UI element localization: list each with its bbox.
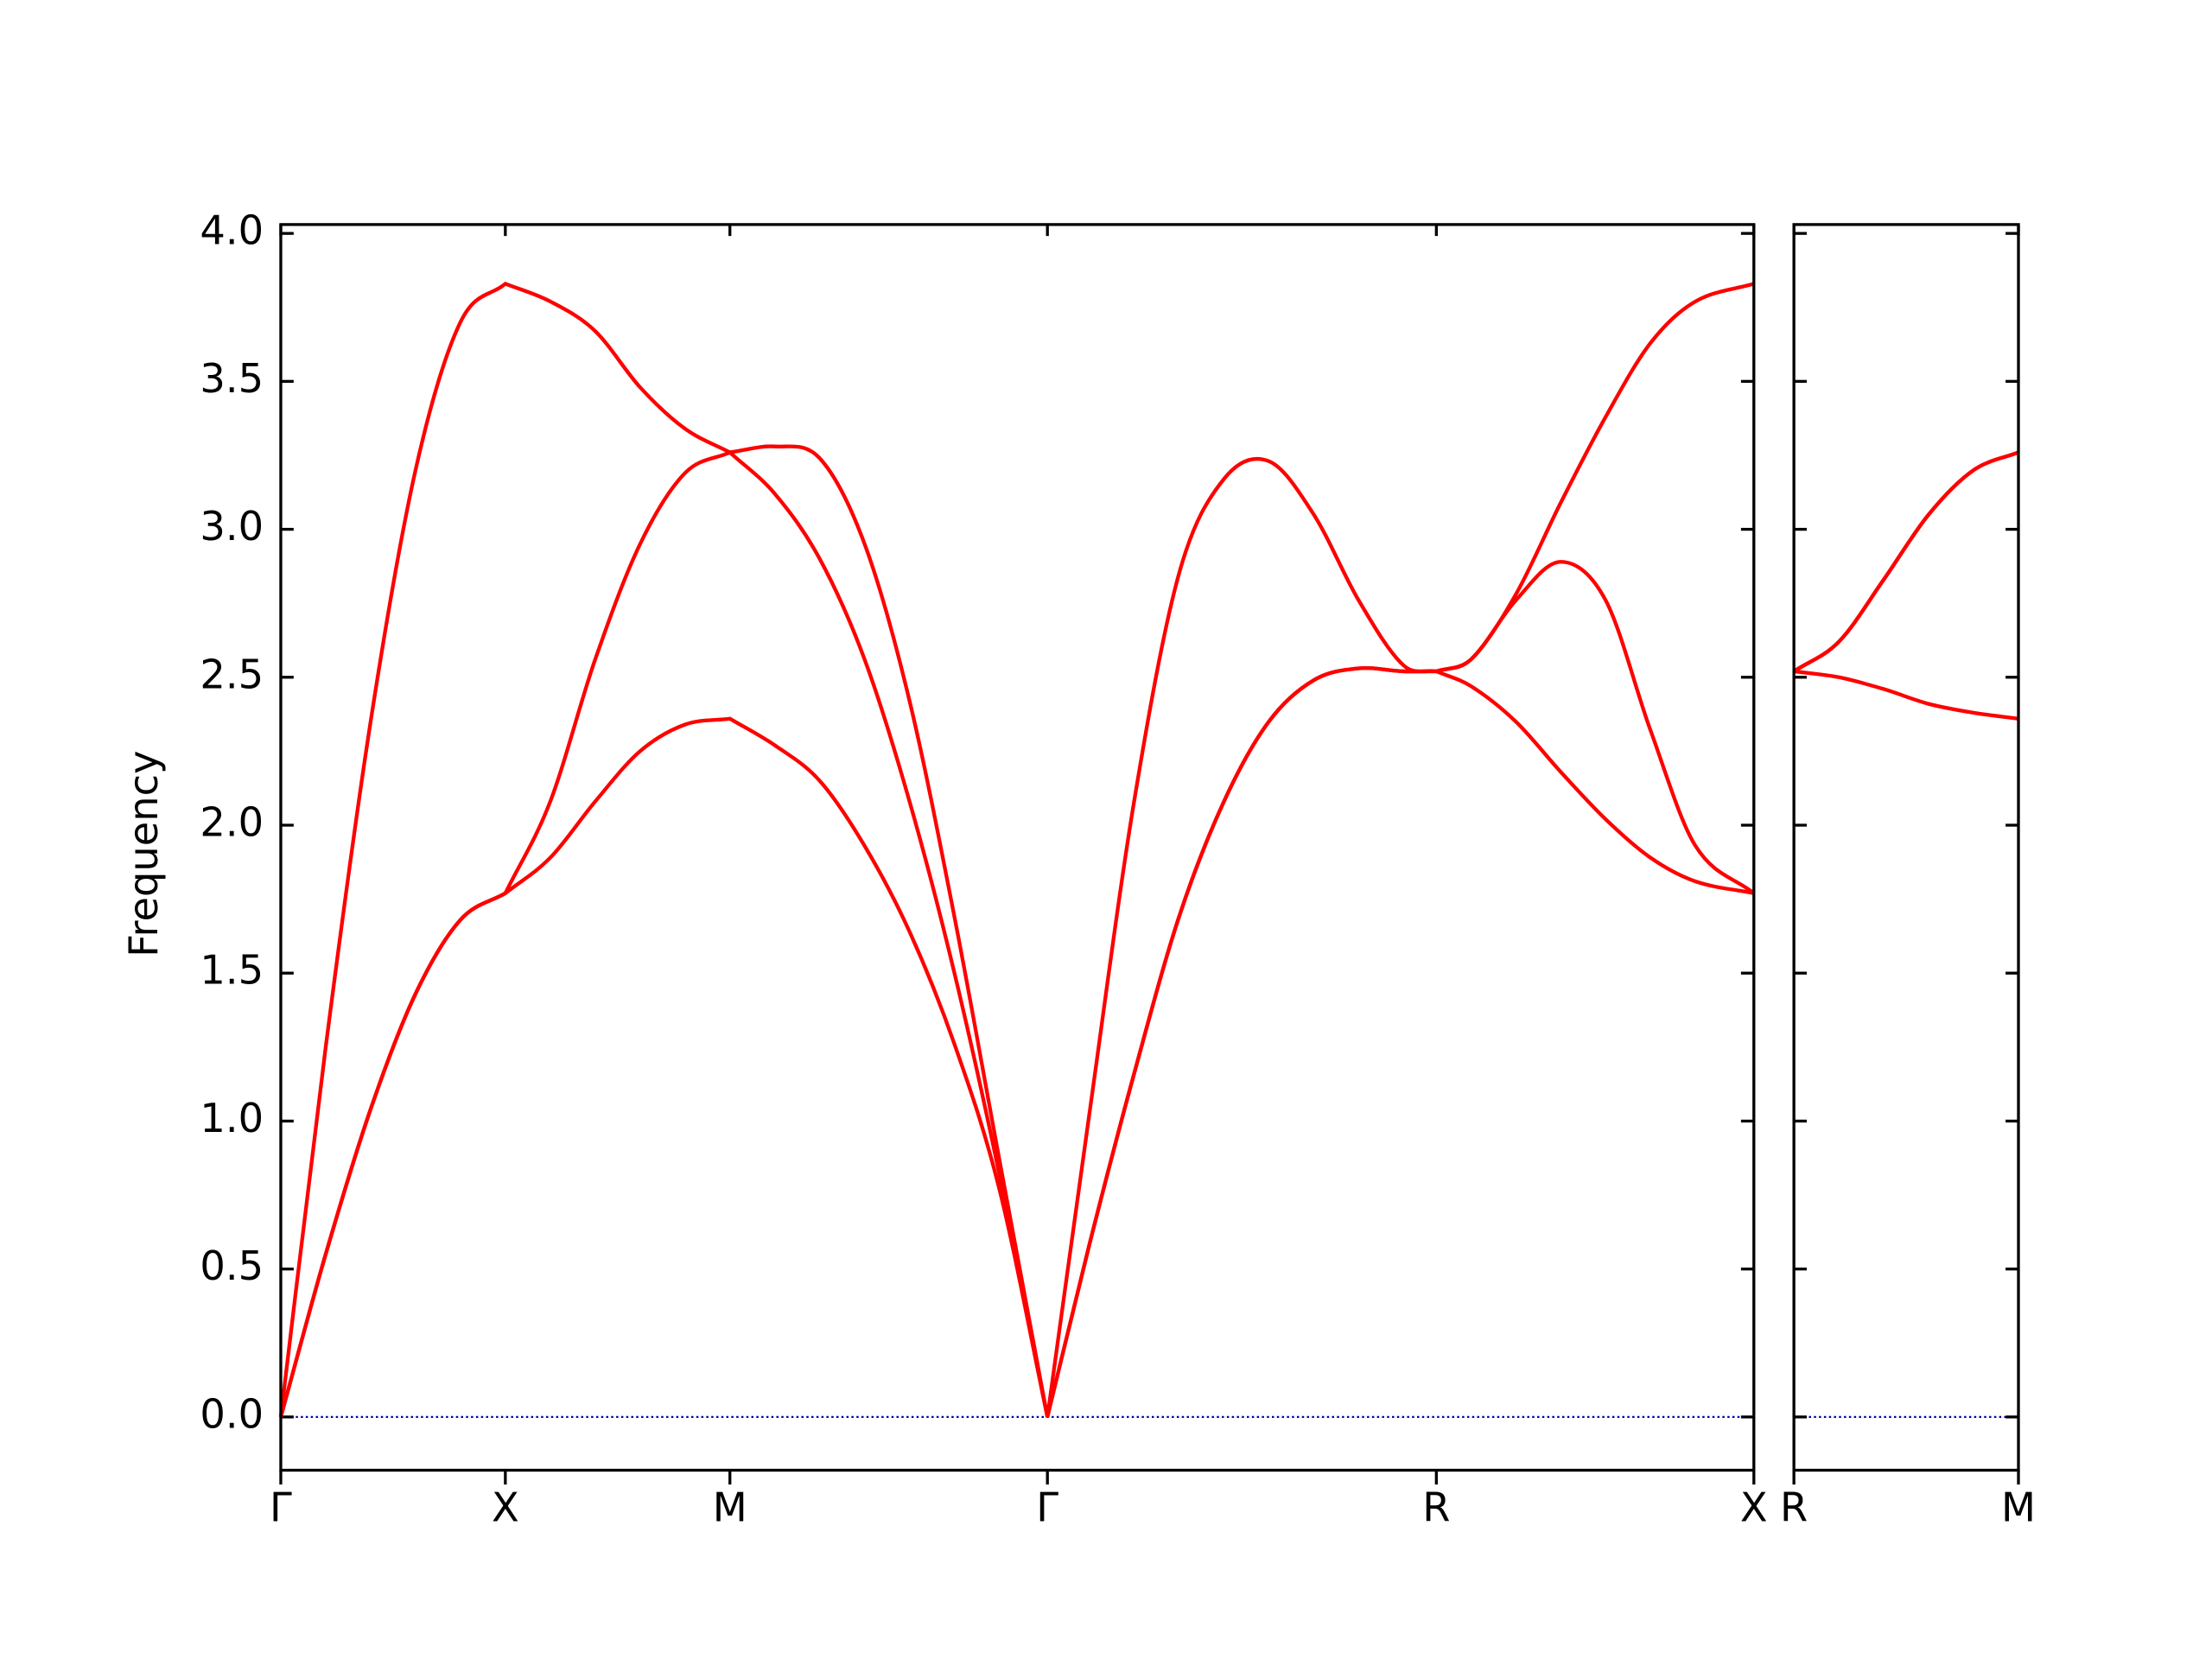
band-line: [278, 281, 1755, 1418]
x-tick-label: R: [1422, 1484, 1450, 1530]
y-tick-label: 2.5: [200, 651, 264, 697]
y-tick-label: 1.0: [200, 1095, 264, 1141]
y-tick-label: 4.0: [200, 207, 264, 254]
y-tick-label: 1.5: [200, 947, 264, 994]
x-tick-label: Γ: [270, 1484, 292, 1530]
x-tick-label: R: [1780, 1484, 1808, 1530]
y-tick-label: 3.0: [200, 503, 264, 550]
x-tick-label: X: [1740, 1484, 1768, 1530]
y-tick-label: 3.5: [200, 355, 264, 402]
band-line: [1793, 669, 2019, 721]
y-tick-label: 0.0: [200, 1390, 264, 1437]
y-tick-label: 0.5: [200, 1243, 264, 1289]
x-tick-label: X: [492, 1484, 519, 1530]
band-line: [1792, 450, 2019, 673]
y-axis-label: Frequency: [120, 750, 167, 957]
y-tick-label: 2.0: [200, 799, 264, 846]
x-tick-label: Γ: [1036, 1484, 1058, 1530]
x-tick-label: M: [2001, 1484, 2036, 1530]
x-tick-label: M: [713, 1484, 747, 1530]
axes-frame: [1792, 223, 2020, 1472]
axes-frame: [279, 223, 1756, 1472]
